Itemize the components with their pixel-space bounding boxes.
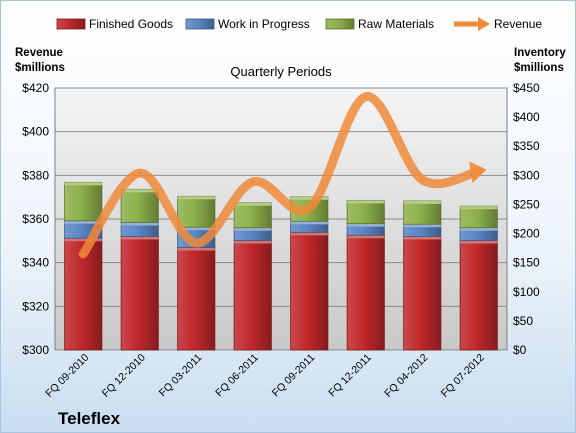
right-axis-title-line1: Inventory — [514, 47, 566, 59]
plot-area: $300 $320 $340 $360 $380 $400 $420 $0 $50 $100 $15… — [22, 81, 540, 400]
raw-materials-bar-top — [460, 206, 498, 210]
revenue-legend-arrow — [478, 17, 490, 31]
work-in-progress-bar-top — [347, 223, 385, 227]
finished-goods-bar — [346, 234, 385, 351]
finished-goods-bar-top — [347, 235, 385, 239]
work-in-progress-bar-top — [460, 227, 498, 231]
finished-goods-bar — [233, 240, 272, 351]
category-label: FQ 12-2011 — [326, 352, 374, 400]
finished-goods-bar-top — [234, 240, 272, 244]
revenue-point — [364, 95, 368, 99]
raw-materials-bar — [459, 205, 498, 229]
category-label: FQ 03-2011 — [157, 352, 205, 400]
raw-materials-bar — [177, 195, 216, 228]
revenue-point — [251, 180, 255, 184]
raw-materials-bar — [64, 181, 103, 222]
work-in-progress-bar-top — [234, 227, 272, 231]
finished-goods-bar-top — [121, 236, 159, 240]
revenue-point — [81, 252, 85, 256]
category-label: FQ 06-2011 — [213, 352, 261, 400]
revenue-point — [194, 241, 198, 245]
finished-goods-bar-top — [177, 247, 215, 251]
finished-goods-bar-top — [290, 232, 328, 236]
revenue-point — [138, 171, 142, 175]
raw-materials-legend-swatch — [325, 18, 355, 30]
raw-materials-bar — [120, 188, 159, 223]
raw-materials-bar-top — [347, 200, 385, 204]
raw-materials-bar-top — [64, 182, 102, 186]
raw-materials-legend-label: Raw Materials — [358, 17, 434, 31]
category-label: FQ 12-2010 — [100, 352, 148, 400]
right-axis-tick-label: $0 — [513, 343, 527, 357]
right-axis-tick-label: $250 — [513, 197, 540, 211]
finished-goods-bar-top — [64, 238, 102, 242]
raw-materials-bar — [346, 199, 385, 225]
left-axis-tick-label: $340 — [22, 256, 49, 270]
left-axis-tick-label: $320 — [22, 299, 49, 313]
revenue-point — [307, 206, 311, 210]
left-axis-tick-label: $380 — [22, 168, 49, 182]
right-axis-tick-label: $200 — [513, 227, 540, 241]
work-in-progress-bar-top — [121, 222, 159, 226]
left-axis-tick-label: $400 — [22, 125, 49, 139]
raw-materials-bar — [233, 202, 272, 229]
finished-goods-bar — [177, 247, 216, 351]
raw-materials-bar-top — [234, 202, 272, 206]
left-axis-tick-label: $420 — [22, 81, 49, 95]
left-axis-tick-label: $300 — [22, 343, 49, 357]
right-axis-tick-label: $100 — [513, 285, 540, 299]
company-name: Teleflex — [58, 409, 121, 428]
raw-materials-bar-top — [290, 196, 328, 200]
finished-goods-bar — [120, 236, 159, 351]
finished-goods-bar-top — [403, 236, 441, 240]
raw-materials-bar — [403, 200, 442, 225]
finished-goods-legend-swatch — [56, 18, 86, 30]
category-label: FQ 09-2011 — [270, 352, 318, 400]
work-in-progress-bar-top — [290, 221, 328, 225]
right-axis-tick-label: $400 — [513, 110, 540, 124]
category-label: FQ 09-2010 — [43, 352, 91, 400]
finished-goods-bar — [459, 240, 498, 351]
right-axis-tick-label: $150 — [513, 256, 540, 270]
left-axis-tick-label: $360 — [22, 212, 49, 226]
work-in-progress-bar-top — [64, 220, 102, 224]
finished-goods-bar-top — [460, 240, 498, 244]
right-axis-title-line2: $millions — [514, 62, 564, 74]
revenue-point — [420, 178, 424, 182]
legend: Finished Goods Work in Progress Raw Materi… — [56, 17, 542, 31]
right-axis-tick-label: $300 — [513, 168, 540, 182]
chart-subtitle: Quarterly Periods — [230, 64, 332, 79]
finished-goods-legend-label: Finished Goods — [89, 17, 173, 31]
finished-goods-bar — [290, 231, 329, 351]
raw-materials-bar-top — [121, 189, 159, 193]
revenue-line — [78, 92, 484, 259]
right-axis-tick-label: $350 — [513, 139, 540, 153]
left-axis-title-line2: $millions — [15, 62, 65, 74]
raw-materials-bar-top — [403, 200, 441, 204]
revenue-arrowhead — [469, 161, 487, 184]
work-in-progress-bar-top — [403, 224, 441, 228]
work-in-progress-legend-label: Work in Progress — [218, 17, 310, 31]
right-axis-tick-label: $450 — [513, 81, 540, 95]
category-label: FQ 04-2012 — [382, 352, 430, 400]
finished-goods-bar — [403, 236, 442, 351]
left-axis-title-line1: Revenue — [15, 47, 63, 59]
work-in-progress-legend-swatch — [185, 18, 215, 30]
raw-materials-bar-top — [177, 196, 215, 200]
category-label: FQ 07-2012 — [439, 352, 487, 400]
right-axis-tick-label: $50 — [513, 314, 533, 328]
work-in-progress-bar-top — [177, 227, 215, 231]
revenue-legend-label: Revenue — [494, 17, 542, 31]
